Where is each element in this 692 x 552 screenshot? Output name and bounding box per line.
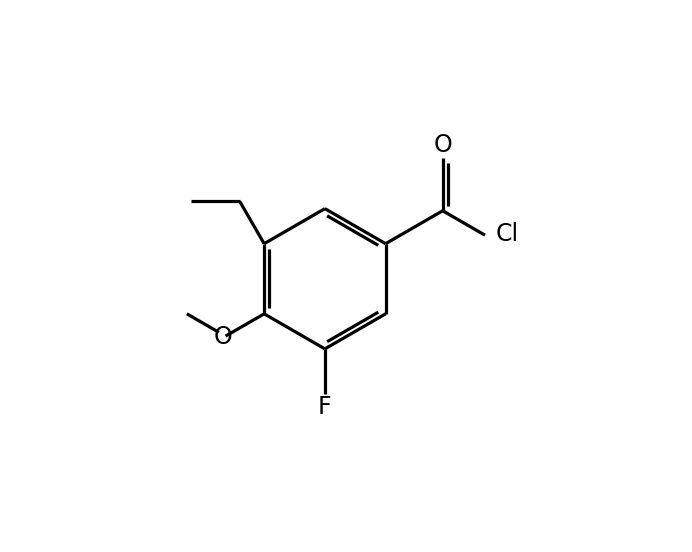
Text: O: O [214, 325, 233, 349]
Text: O: O [433, 133, 452, 157]
Text: Cl: Cl [495, 222, 519, 246]
Text: F: F [318, 395, 331, 419]
